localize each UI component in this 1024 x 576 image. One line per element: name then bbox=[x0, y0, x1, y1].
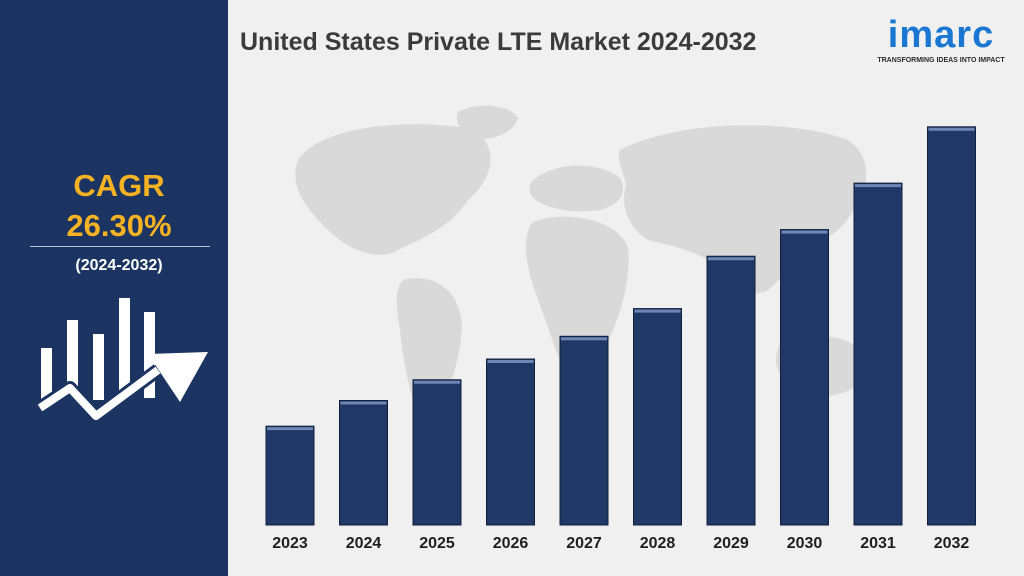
cagr-value: 26.30% bbox=[66, 208, 172, 243]
main-panel: 2023 2024 2025 2026 2027 2028 2029 2030 2031 2032… bbox=[228, 0, 1024, 576]
logo-tagline: TRANSFORMING IDEAS INTO IMPACT bbox=[877, 57, 1005, 64]
bar-highlight-2028 bbox=[634, 309, 681, 313]
bar-2023 bbox=[265, 425, 315, 526]
bar-highlight-2029 bbox=[708, 257, 754, 261]
bar-2031 bbox=[853, 182, 903, 526]
bar-2026 bbox=[486, 358, 535, 526]
bar-2025 bbox=[412, 379, 462, 526]
bar-highlight-2025 bbox=[414, 380, 460, 384]
x-tick-2027: 2027 bbox=[566, 535, 602, 552]
bar-2028 bbox=[633, 308, 682, 526]
bar-2032 bbox=[927, 126, 976, 526]
bar-2027 bbox=[559, 335, 609, 526]
bars bbox=[265, 126, 976, 526]
bar-2024 bbox=[339, 400, 388, 526]
bar-highlight-2026 bbox=[487, 360, 534, 363]
x-tick-2032: 2032 bbox=[934, 535, 970, 552]
bar-highlight-2024 bbox=[340, 401, 387, 405]
x-tick-2026: 2026 bbox=[493, 535, 529, 552]
x-tick-2023: 2023 bbox=[272, 535, 308, 552]
bar-2030 bbox=[780, 229, 829, 526]
x-tick-2024: 2024 bbox=[346, 535, 382, 552]
x-tick-2030: 2030 bbox=[787, 535, 823, 552]
cagr-label: CAGR bbox=[73, 168, 165, 203]
bar-highlight-2027 bbox=[561, 337, 607, 341]
x-tick-labels: 2023 2024 2025 2026 2027 2028 2029 2030 2031 2032 bbox=[272, 535, 969, 552]
x-tick-2029: 2029 bbox=[713, 535, 749, 552]
logo-wordmark: imarc bbox=[887, 14, 995, 56]
bar-highlight-2031 bbox=[855, 184, 901, 188]
x-tick-2028: 2028 bbox=[640, 535, 676, 552]
cagr-divider bbox=[30, 246, 210, 247]
cagr-period: (2024-2032) bbox=[75, 257, 163, 274]
bar-2029 bbox=[706, 255, 756, 526]
bar-chart: 2023 2024 2025 2026 2027 2028 2029 2030 2031 2032 bbox=[265, 105, 976, 552]
chart-title: United States Private LTE Market 2024-20… bbox=[240, 28, 757, 56]
x-tick-2031: 2031 bbox=[860, 535, 896, 552]
bar-highlight-2032 bbox=[928, 127, 975, 131]
x-tick-2025: 2025 bbox=[419, 535, 455, 552]
imarc-logo: imarc TRANSFORMING IDEAS INTO IMPACT bbox=[871, 12, 1011, 72]
bar-highlight-2023 bbox=[267, 427, 313, 431]
sidebar: CAGR 26.30% (2024-2032) bbox=[0, 0, 228, 576]
bar-highlight-2030 bbox=[781, 230, 828, 234]
growth-chart-icon bbox=[36, 298, 208, 423]
